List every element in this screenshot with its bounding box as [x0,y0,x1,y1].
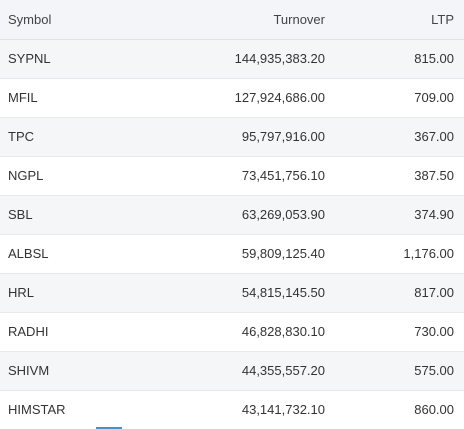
cell-symbol[interactable]: HRL [0,273,180,313]
cell-symbol[interactable]: NGPL [0,156,180,196]
table-row[interactable]: RADHI 46,828,830.10 730.00 [0,312,464,352]
column-header-ltp[interactable]: LTP [335,0,464,40]
table-row[interactable]: ALBSL 59,809,125.40 1,176.00 [0,234,464,274]
table-row[interactable]: MFIL 127,924,686.00 709.00 [0,78,464,118]
table-row[interactable]: NGPL 73,451,756.10 387.50 [0,156,464,196]
table-row[interactable]: HIMSTAR 43,141,732.10 860.00 [0,390,464,429]
cell-turnover: 59,809,125.40 [180,234,335,274]
cell-turnover: 144,935,383.20 [180,39,335,79]
table-row[interactable]: SBL 63,269,053.90 374.90 [0,195,464,235]
cell-ltp: 860.00 [335,390,464,429]
table-row[interactable]: SHIVM 44,355,557.20 575.00 [0,351,464,391]
cell-symbol[interactable]: RADHI [0,312,180,352]
table-header: Symbol Turnover LTP [0,0,464,40]
cell-ltp: 730.00 [335,312,464,352]
cell-turnover: 44,355,557.20 [180,351,335,391]
cell-turnover: 63,269,053.90 [180,195,335,235]
cell-turnover: 127,924,686.00 [180,78,335,118]
cell-symbol[interactable]: HIMSTAR [0,390,180,429]
cell-turnover: 46,828,830.10 [180,312,335,352]
column-header-turnover[interactable]: Turnover [180,0,335,40]
cell-ltp: 815.00 [335,39,464,79]
cell-ltp: 709.00 [335,78,464,118]
table-row[interactable]: HRL 54,815,145.50 817.00 [0,273,464,313]
cell-turnover: 73,451,756.10 [180,156,335,196]
cell-turnover: 43,141,732.10 [180,390,335,429]
cell-ltp: 387.50 [335,156,464,196]
cell-symbol[interactable]: TPC [0,117,180,157]
cell-ltp: 367.00 [335,117,464,157]
cell-symbol[interactable]: ALBSL [0,234,180,274]
cell-turnover: 95,797,916.00 [180,117,335,157]
cell-ltp: 374.90 [335,195,464,235]
table-row[interactable]: TPC 95,797,916.00 367.00 [0,117,464,157]
cell-symbol[interactable]: SBL [0,195,180,235]
cell-symbol[interactable]: SHIVM [0,351,180,391]
cell-symbol[interactable]: MFIL [0,78,180,118]
scroll-indicator[interactable] [96,427,122,429]
cell-ltp: 817.00 [335,273,464,313]
cell-ltp: 575.00 [335,351,464,391]
column-header-symbol[interactable]: Symbol [0,0,180,40]
header-row: Symbol Turnover LTP [0,0,464,40]
table-body: SYPNL 144,935,383.20 815.00 MFIL 127,924… [0,39,464,429]
table-row[interactable]: SYPNL 144,935,383.20 815.00 [0,39,464,79]
cell-ltp: 1,176.00 [335,234,464,274]
cell-symbol[interactable]: SYPNL [0,39,180,79]
cell-turnover: 54,815,145.50 [180,273,335,313]
